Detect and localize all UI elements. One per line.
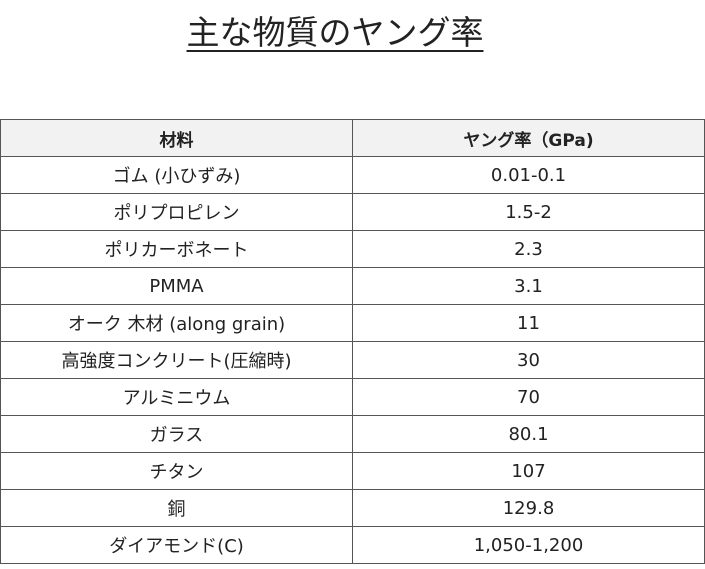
- table-row: ポリプロピレン 1.5-2: [0, 193, 705, 231]
- material-cell: 高強度コンクリート(圧縮時): [0, 341, 353, 379]
- table-row: ダイアモンド(C) 1,050-1,200: [0, 526, 705, 564]
- material-cell: PMMA: [0, 267, 353, 305]
- modulus-cell: 30: [352, 341, 705, 379]
- modulus-cell: 11: [352, 304, 705, 342]
- modulus-cell: 107: [352, 452, 705, 490]
- table-row: ゴム (小ひずみ) 0.01-0.1: [0, 156, 705, 194]
- table-row: 高強度コンクリート(圧縮時) 30: [0, 341, 705, 379]
- modulus-cell: 3.1: [352, 267, 705, 305]
- table-row: ポリカーボネート 2.3: [0, 230, 705, 268]
- material-cell: チタン: [0, 452, 353, 490]
- modulus-cell: 1,050-1,200: [352, 526, 705, 564]
- material-cell: ポリプロピレン: [0, 193, 353, 231]
- table-head: 材料 ヤング率（GPa): [0, 119, 705, 157]
- material-cell: アルミニウム: [0, 378, 353, 416]
- modulus-cell: 80.1: [352, 415, 705, 453]
- modulus-cell: 0.01-0.1: [352, 156, 705, 194]
- table-row: チタン 107: [0, 452, 705, 490]
- modulus-cell: 2.3: [352, 230, 705, 268]
- table-row: 銅 129.8: [0, 489, 705, 527]
- modulus-cell: 1.5-2: [352, 193, 705, 231]
- table: 材料 ヤング率（GPa) ゴム (小ひずみ) 0.01-0.1 ポリプロピレン 1.5…: [0, 119, 705, 564]
- material-cell: ゴム (小ひずみ): [0, 156, 353, 194]
- table-row: オーク 木材 (along grain) 11: [0, 304, 705, 342]
- material-cell: 銅: [0, 489, 353, 527]
- header-row: 材料 ヤング率（GPa): [0, 119, 705, 157]
- table-row: アルミニウム 70: [0, 378, 705, 416]
- table-row: ガラス 80.1: [0, 415, 705, 453]
- material-cell: ガラス: [0, 415, 353, 453]
- material-cell: ポリカーボネート: [0, 230, 353, 268]
- material-cell: ダイアモンド(C): [0, 526, 353, 564]
- title: 主な物質のヤング率: [186, 13, 484, 52]
- column-header: 材料: [0, 119, 353, 157]
- table-row: PMMA 3.1: [0, 267, 705, 305]
- modulus-cell: 129.8: [352, 489, 705, 527]
- table-body: ゴム (小ひずみ) 0.01-0.1 ポリプロピレン 1.5-2 ポリカーボネート 2.3…: [0, 156, 705, 564]
- material-cell: オーク 木材 (along grain): [0, 304, 353, 342]
- column-header: ヤング率（GPa): [352, 119, 705, 157]
- modulus-cell: 70: [352, 378, 705, 416]
